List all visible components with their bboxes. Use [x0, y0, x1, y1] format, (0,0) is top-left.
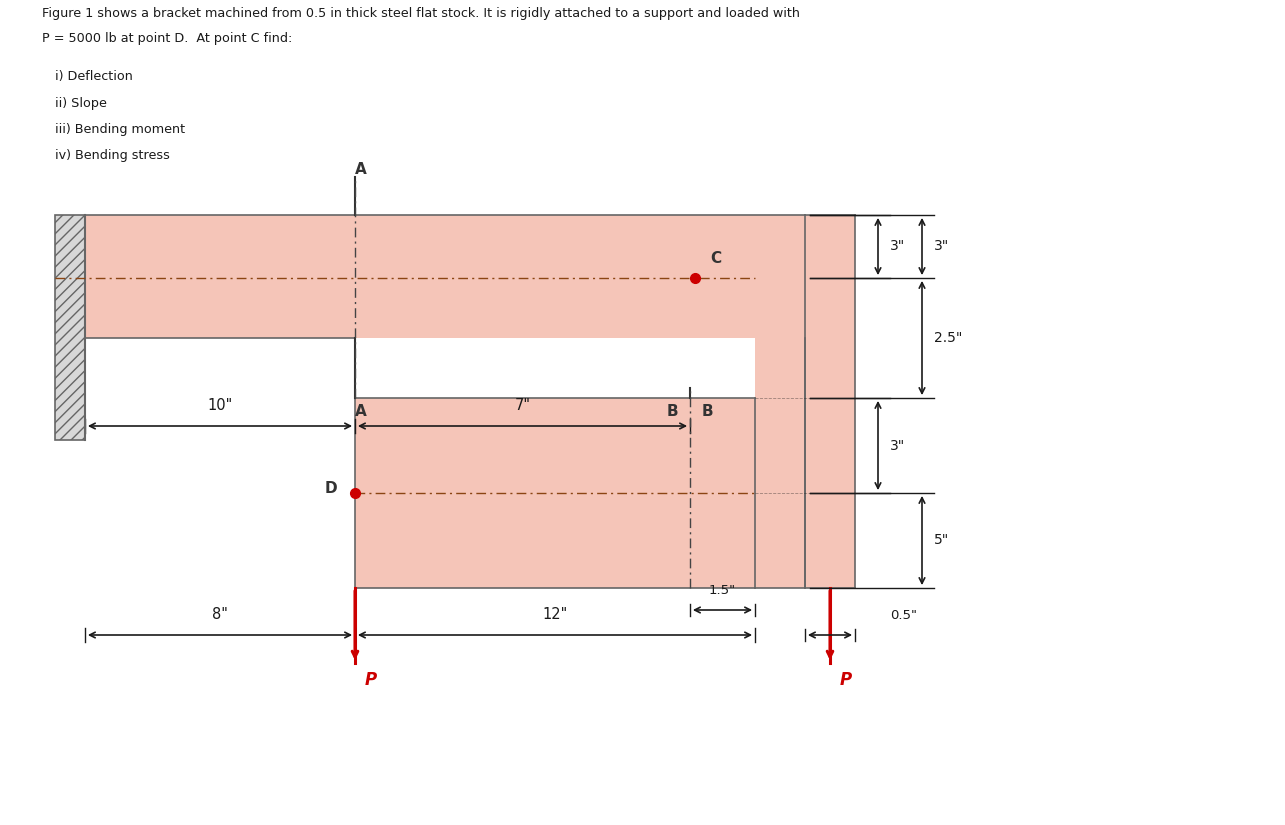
- Text: Figure 1 shows a bracket machined from 0.5 in thick steel flat stock. It is rigi: Figure 1 shows a bracket machined from 0…: [42, 7, 801, 20]
- Text: P: P: [840, 671, 852, 689]
- Text: D: D: [324, 480, 337, 496]
- Text: iii) Bending moment: iii) Bending moment: [55, 123, 185, 136]
- Text: 3": 3": [891, 439, 905, 452]
- Text: iv) Bending stress: iv) Bending stress: [55, 149, 170, 163]
- Bar: [804, 215, 855, 588]
- Text: 12": 12": [542, 607, 568, 622]
- Text: C: C: [711, 251, 721, 266]
- Text: B: B: [667, 404, 678, 419]
- Text: ii) Slope: ii) Slope: [55, 97, 107, 110]
- Text: 10": 10": [207, 398, 233, 413]
- Bar: [355, 398, 756, 588]
- Text: 1.5": 1.5": [709, 584, 736, 597]
- Bar: [756, 215, 804, 588]
- Bar: [85, 215, 804, 338]
- Bar: [55, 215, 85, 440]
- Text: 2.5": 2.5": [934, 331, 962, 345]
- Text: A: A: [355, 404, 368, 419]
- Text: 3": 3": [934, 239, 950, 253]
- Text: i) Deflection: i) Deflection: [55, 70, 132, 83]
- Text: 7": 7": [514, 398, 531, 413]
- Text: B: B: [702, 404, 713, 419]
- Text: 0.5": 0.5": [891, 609, 917, 622]
- Text: 5": 5": [934, 534, 950, 548]
- Text: P: P: [365, 671, 377, 689]
- Text: P = 5000 lb at point D.  At point C find:: P = 5000 lb at point D. At point C find:: [42, 32, 293, 45]
- Text: A: A: [355, 162, 368, 177]
- Text: 8": 8": [212, 607, 227, 622]
- Text: 3": 3": [891, 239, 905, 253]
